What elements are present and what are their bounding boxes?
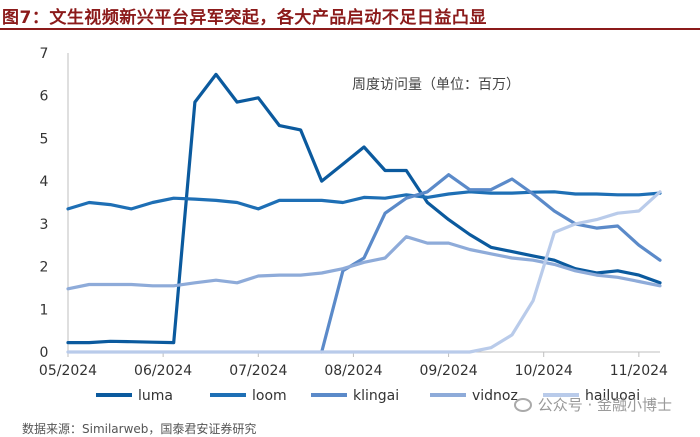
x-tick-label: 05/2024 bbox=[39, 363, 97, 379]
legend-label-hailuoai: hailuoai bbox=[585, 388, 640, 404]
series-line-vidnoz bbox=[66, 235, 662, 291]
series-line-klingai bbox=[320, 173, 662, 354]
y-axis-ticks: 0 1 2 3 4 5 6 7 bbox=[40, 46, 49, 361]
x-tick-label: 10/2024 bbox=[515, 363, 573, 379]
legend-label-vidnoz: vidnoz bbox=[472, 388, 518, 404]
series-line-luma bbox=[66, 72, 662, 345]
title-bar: 图7：文生视频新兴平台异军突起，各大产品启动不足日益凸显 bbox=[0, 0, 700, 30]
y-tick-label: 4 bbox=[40, 174, 49, 190]
y-tick-label: 5 bbox=[40, 131, 49, 147]
legend: luma loom klingai vidnoz hailuoai bbox=[96, 388, 640, 404]
source-note: 数据来源：Similarweb，国泰君安证券研究 bbox=[22, 422, 257, 436]
series-line-hailuoai bbox=[66, 190, 662, 354]
page-title: 图7：文生视频新兴平台异军突起，各大产品启动不足日益凸显 bbox=[2, 8, 487, 28]
y-tick-label: 3 bbox=[40, 217, 49, 233]
x-axis-ticks: 05/2024 06/2024 07/2024 08/2024 09/2024 10/20… bbox=[39, 352, 668, 379]
series-layer bbox=[66, 72, 662, 354]
chart-annotation: 周度访问量（单位：百万） bbox=[352, 77, 520, 93]
wechat-icon bbox=[513, 398, 532, 412]
watermark-text: 公众号 · 金融小博士 bbox=[537, 396, 672, 414]
line-chart: 0 1 2 3 4 5 6 7 05/2024 06/2024 07/2024 08/2024 09/… bbox=[39, 46, 668, 404]
series-line-loom bbox=[66, 190, 662, 211]
y-tick-label: 6 bbox=[40, 89, 49, 105]
y-tick-label: 1 bbox=[40, 302, 49, 318]
x-tick-label: 06/2024 bbox=[134, 363, 192, 379]
y-tick-label: 0 bbox=[40, 345, 49, 361]
watermark: 公众号 · 金融小博士 bbox=[513, 394, 672, 415]
x-tick-label: 08/2024 bbox=[324, 363, 382, 379]
legend-label-loom: loom bbox=[252, 388, 287, 404]
legend-label-klingai: klingai bbox=[353, 388, 399, 404]
x-tick-label: 11/2024 bbox=[610, 363, 668, 379]
legend-label-luma: luma bbox=[138, 388, 173, 404]
x-tick-label: 07/2024 bbox=[229, 363, 287, 379]
y-tick-label: 7 bbox=[40, 46, 49, 62]
x-tick-label: 09/2024 bbox=[419, 363, 477, 379]
y-tick-label: 2 bbox=[40, 260, 49, 276]
